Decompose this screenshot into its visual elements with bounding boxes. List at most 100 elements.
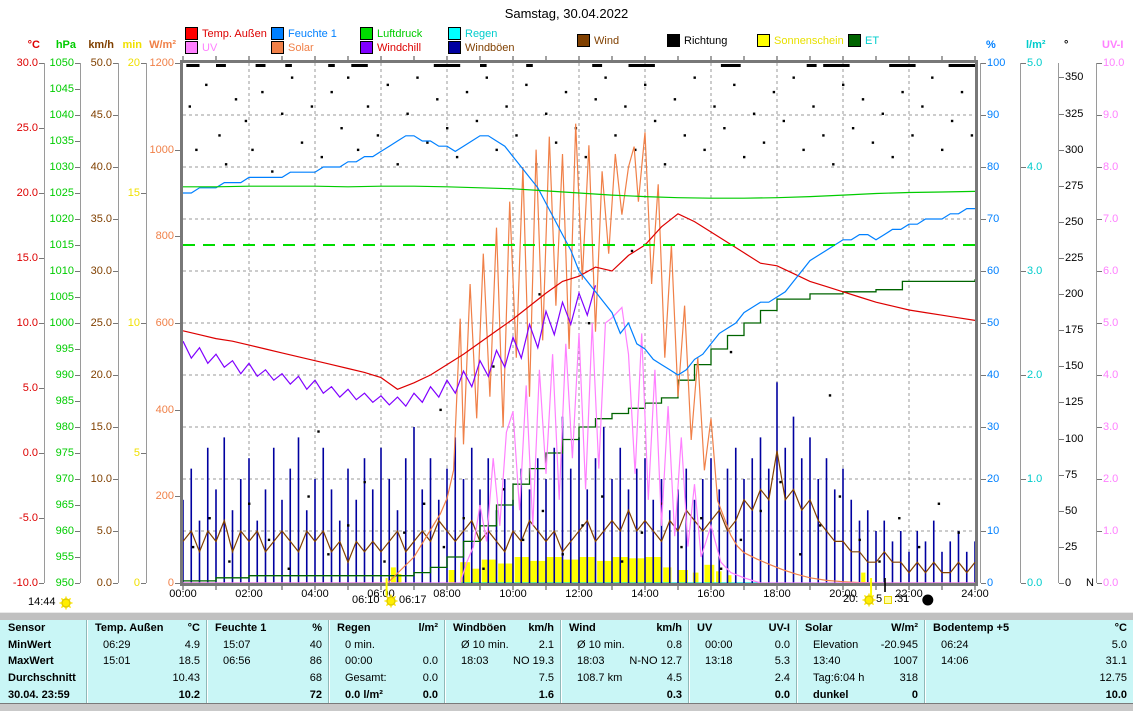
axis-tick-label: 1.0 — [1103, 525, 1118, 537]
table-cell-label: Ø 10 min. — [569, 639, 625, 651]
axis-tick — [1021, 583, 1026, 584]
table-cell-label: 0 min. — [337, 639, 375, 651]
table-header-label: Windböen — [453, 622, 506, 634]
axis-tick — [39, 388, 44, 389]
legend-label: Windchill — [377, 42, 421, 54]
sunset-square-icon — [884, 596, 892, 604]
table-cell-label: Durchschnitt — [8, 672, 76, 684]
axis-tick — [113, 219, 118, 220]
table-header-unit: °C — [188, 622, 200, 634]
axis-tick-label: 7.0 — [1103, 213, 1118, 225]
legend-item-Sonnenschein: Sonnenschein — [757, 34, 844, 47]
series-sonnenschein — [391, 557, 866, 583]
axis-tick-label: 1200 — [132, 57, 174, 69]
table-header-unit: W/m² — [891, 622, 918, 634]
table-cell-value: 10.2 — [179, 689, 200, 701]
table-cell-label: 108.7 km — [569, 672, 622, 684]
axis-tick-label: 600 — [132, 317, 174, 329]
axis-tick-label: 3.0 — [1027, 265, 1042, 277]
table-cell: 06:29 4.9 — [87, 637, 206, 654]
axis-tick — [1059, 150, 1064, 151]
axis-tick — [75, 401, 80, 402]
axis-tick — [175, 236, 180, 237]
axis-tick-label: 1010 — [32, 265, 74, 277]
axis-tick — [1059, 77, 1064, 78]
axis-tick-label: 325 — [1065, 108, 1083, 120]
axis-tick — [981, 583, 986, 584]
axis-tick-label: 5 — [98, 447, 140, 459]
table-cell-value: 0 — [912, 689, 918, 701]
axis-tick-label: 955 — [32, 551, 74, 563]
axis-tick-label: 1035 — [32, 135, 74, 147]
table-cell-label: 18:03 — [453, 655, 489, 667]
marker-tick — [884, 578, 886, 592]
daylight-sun-icon — [60, 597, 73, 610]
axis-tick-label: 275 — [1065, 180, 1083, 192]
x-axis-label: 02:00 — [227, 588, 271, 600]
table-cell-value: 10.0 — [1106, 689, 1127, 701]
table-cell: 0 min. — [329, 637, 444, 654]
summary-table: SensorMinWertMaxWertDurchschnitt30.04. 2… — [0, 620, 1133, 703]
table-cell-label: 30.04. 23:59 — [8, 689, 70, 701]
sunrise-time-a: 06:10 — [352, 594, 380, 606]
legend-item-Regen: Regen — [448, 27, 497, 40]
table-cell-value: 68 — [310, 672, 322, 684]
axis-tick-label: 3.0 — [1103, 421, 1118, 433]
axis-tick — [1097, 583, 1102, 584]
axis-tick — [1097, 531, 1102, 532]
table-cell: 06:5686 — [207, 653, 328, 670]
table-header: Bodentemp +5°C — [925, 620, 1133, 637]
axis-tick — [113, 167, 118, 168]
axis-tick-label: 980 — [32, 421, 74, 433]
axis-tick-label: 1005 — [32, 291, 74, 303]
table-cell-label: MaxWert — [8, 655, 54, 667]
table-cell-label: 0.0 l/m² — [337, 689, 383, 701]
table-cell: MaxWert — [0, 653, 86, 670]
axis-tick-label: 75 — [1065, 469, 1077, 481]
weather-chart-canvas — [0, 0, 1133, 711]
axis-tick-label: 20.0 — [70, 369, 112, 381]
legend-label: Feuchte 1 — [288, 28, 337, 40]
table-column-regen: Regenl/m²0 min.00:000.0Gesamt:0.00.0 l/m… — [328, 620, 444, 703]
table-cell-label: 13:18 — [697, 655, 733, 667]
axis-tick — [75, 557, 80, 558]
legend-item-Feuchte 1: Feuchte 1 — [271, 27, 337, 40]
axis-tick-label: 950 — [32, 577, 74, 589]
axis-tick-label: 15 — [98, 187, 140, 199]
axis-tick-label: 5.0 — [1027, 57, 1042, 69]
table-cell-value: 0.0 — [423, 655, 438, 667]
axis-tick-label: 5.0 — [1103, 317, 1118, 329]
axis-tick-label: 1000 — [32, 317, 74, 329]
table-column-feuchte-1: Feuchte 1%15:074006:56866872 — [206, 620, 328, 703]
table-cell-label: 06:24 — [933, 639, 969, 651]
table-cell-value: 72 — [310, 689, 322, 701]
table-column-wind: Windkm/hØ 10 min.0.818:03N-NO 12.7108.7 … — [560, 620, 688, 703]
axis-tick-label: 970 — [32, 473, 74, 485]
table-cell: 12.75 — [925, 670, 1133, 687]
axis-tick — [1059, 366, 1064, 367]
legend-item-ET: ET — [848, 34, 879, 47]
axis-tick-label: 800 — [132, 230, 174, 242]
axis-tick-label: 10.0 — [1103, 57, 1124, 69]
axis-tick — [75, 505, 80, 506]
table-cell-label: Elevation — [805, 639, 858, 651]
daylight-duration: 14:44 — [28, 596, 56, 608]
axis-unit-wm2: W/m² — [132, 39, 176, 51]
table-cell-label: 06:29 — [95, 639, 131, 651]
axis-unit-deg: ° — [1064, 39, 1068, 51]
table-cell-value: 1.6 — [539, 689, 554, 701]
axis-zero-suffix: N — [1086, 577, 1094, 589]
axis-tick-label: 1045 — [32, 83, 74, 95]
table-cell: Gesamt:0.0 — [329, 670, 444, 687]
axis-tick — [981, 531, 986, 532]
series-solar — [183, 124, 975, 583]
legend-label: Solar — [288, 42, 314, 54]
table-cell: 7.5 — [445, 670, 560, 687]
table-header-unit: km/h — [656, 622, 682, 634]
table-cell-value: 4.9 — [185, 639, 200, 651]
legend-item-Wind: Wind — [577, 34, 619, 47]
axis-tick — [113, 531, 118, 532]
table-cell: 10.2 — [87, 686, 206, 703]
axis-tick — [175, 150, 180, 151]
table-cell-label: MinWert — [8, 639, 51, 651]
